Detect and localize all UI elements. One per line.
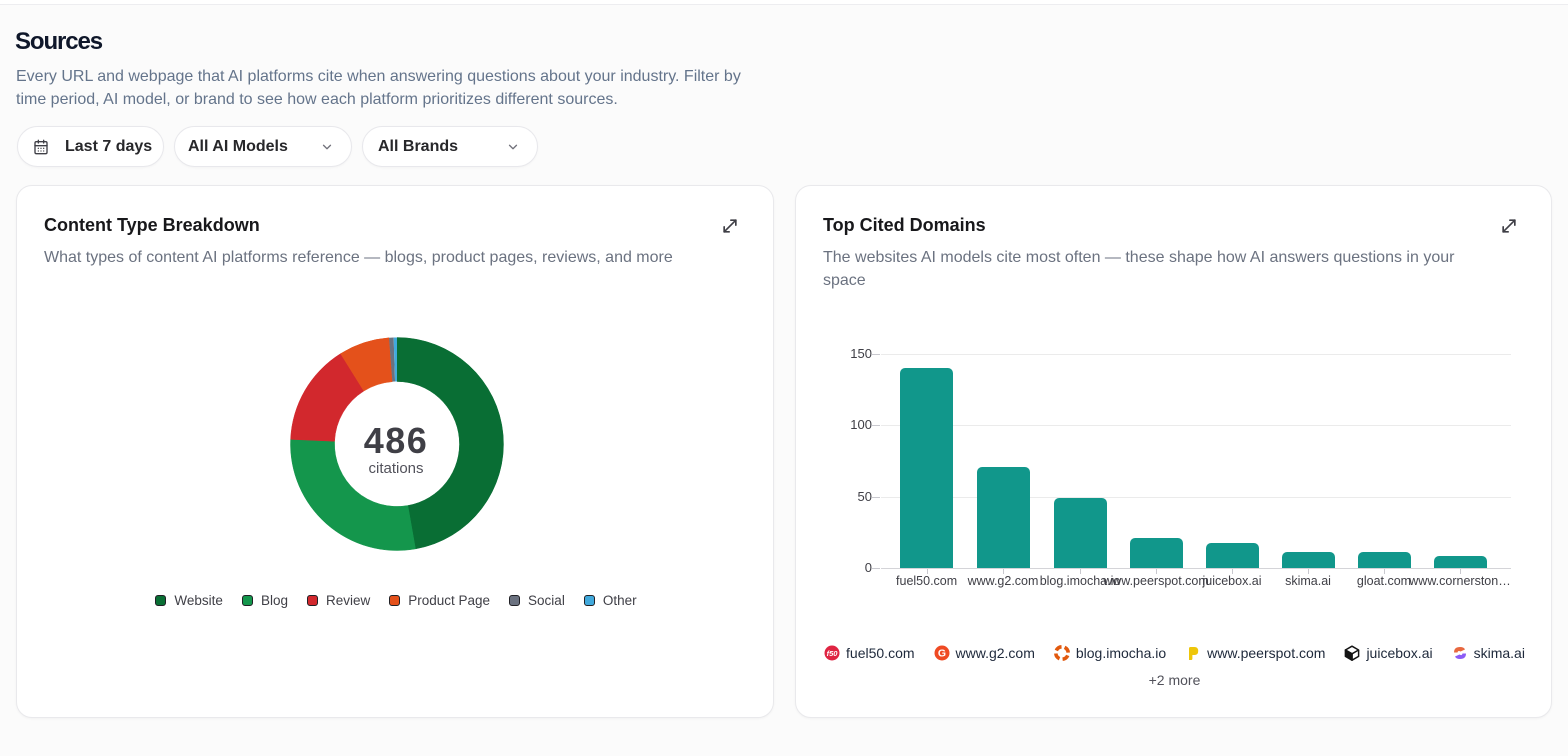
svg-text:f50: f50	[827, 649, 839, 658]
svg-text:G: G	[937, 648, 945, 660]
